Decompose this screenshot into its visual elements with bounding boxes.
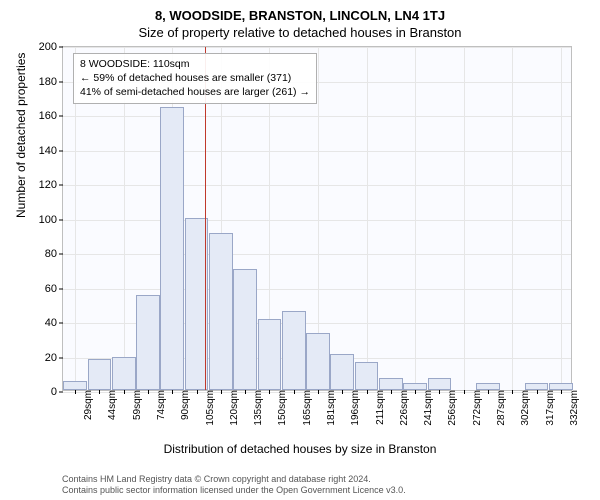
x-tick-label: 150sqm	[273, 390, 288, 426]
x-tick-label: 29sqm	[79, 390, 94, 420]
histogram-bar	[88, 359, 112, 390]
x-tick-label: 90sqm	[176, 390, 191, 420]
footer-line-1: Contains HM Land Registry data © Crown c…	[62, 474, 406, 485]
histogram-bar	[112, 357, 136, 390]
plot-area: 02040608010012014016018020029sqm44sqm59s…	[62, 46, 572, 391]
histogram-bar	[403, 383, 427, 390]
histogram-bar	[136, 295, 160, 390]
x-tick-label: 59sqm	[128, 390, 143, 420]
x-tick-label: 256sqm	[443, 390, 458, 426]
histogram-bar	[209, 233, 233, 390]
x-tick-label: 241sqm	[419, 390, 434, 426]
x-tick-label: 74sqm	[152, 390, 167, 420]
x-tick-label: 302sqm	[516, 390, 531, 426]
x-tick-label: 226sqm	[395, 390, 410, 426]
histogram-bar	[428, 378, 452, 390]
x-tick-label: 135sqm	[249, 390, 264, 426]
footer-attribution: Contains HM Land Registry data © Crown c…	[62, 474, 406, 496]
footer-line-2: Contains public sector information licen…	[62, 485, 406, 496]
x-tick-label: 287sqm	[492, 390, 507, 426]
histogram-bar	[282, 311, 306, 390]
x-tick-label: 272sqm	[468, 390, 483, 426]
histogram-bar	[160, 107, 184, 390]
x-tick-label: 120sqm	[225, 390, 240, 426]
x-tick-label: 317sqm	[541, 390, 556, 426]
histogram-bar	[306, 333, 330, 390]
x-tick-label: 332sqm	[565, 390, 580, 426]
histogram-bar	[525, 383, 549, 390]
x-tick-label: 105sqm	[201, 390, 216, 426]
chart-title-main: 8, WOODSIDE, BRANSTON, LINCOLN, LN4 1TJ	[0, 0, 600, 23]
x-tick-label: 211sqm	[371, 390, 386, 425]
histogram-bar	[549, 383, 573, 390]
x-tick-label: 44sqm	[103, 390, 118, 420]
histogram-bar	[63, 381, 87, 390]
annotation-line: 41% of semi-detached houses are larger (…	[80, 85, 310, 99]
histogram-bar	[379, 378, 403, 390]
histogram-bar	[258, 319, 282, 390]
chart-container: 8, WOODSIDE, BRANSTON, LINCOLN, LN4 1TJ …	[0, 0, 600, 500]
histogram-bar	[233, 269, 257, 390]
y-axis-label: Number of detached properties	[14, 53, 28, 218]
histogram-bar	[355, 362, 379, 390]
x-tick-label: 165sqm	[298, 390, 313, 426]
x-tick-label: 196sqm	[346, 390, 361, 426]
annotation-box: 8 WOODSIDE: 110sqm← 59% of detached hous…	[73, 53, 317, 104]
annotation-line: ← 59% of detached houses are smaller (37…	[80, 71, 310, 85]
annotation-line: 8 WOODSIDE: 110sqm	[80, 57, 310, 71]
x-tick-label: 181sqm	[322, 390, 337, 426]
x-axis-label: Distribution of detached houses by size …	[0, 442, 600, 456]
histogram-bar	[476, 383, 500, 390]
histogram-bar	[330, 354, 354, 390]
chart-title-sub: Size of property relative to detached ho…	[0, 23, 600, 40]
